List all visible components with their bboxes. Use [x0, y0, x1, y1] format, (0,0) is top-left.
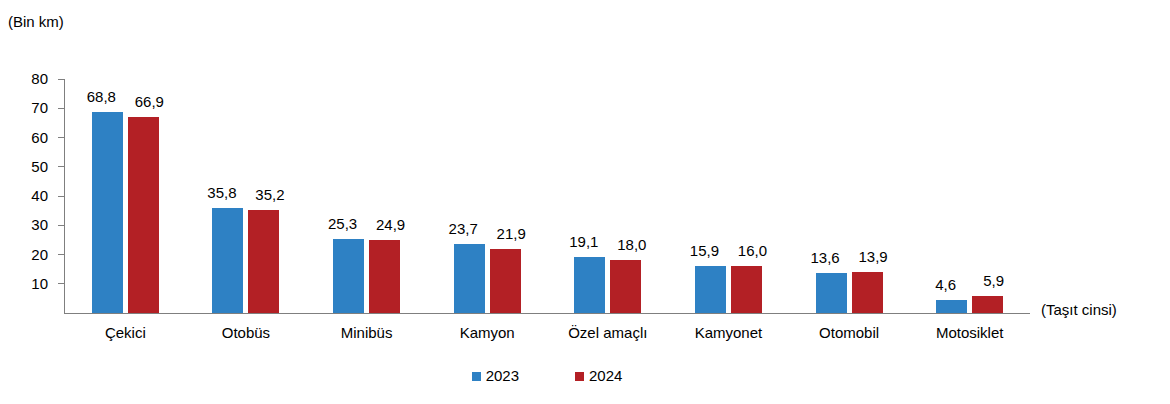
value-label-2024: 18,0: [602, 236, 662, 254]
value-label-2024: 66,9: [119, 93, 179, 111]
legend-label: 2023: [486, 367, 519, 385]
bar-2023: [936, 300, 967, 313]
category-label: Otobüs: [186, 324, 307, 342]
y-tick-label: 40: [0, 187, 48, 205]
y-tick-mark: [58, 108, 65, 109]
category-label: Otomobil: [789, 324, 910, 342]
y-tick-mark: [58, 196, 65, 197]
bar-2024: [490, 249, 521, 313]
legend-label: 2024: [589, 367, 622, 385]
value-label-2024: 13,9: [843, 248, 903, 266]
bar-2023: [454, 244, 485, 313]
y-tick-label: 20: [0, 246, 48, 264]
category-label: Özel amaçlı: [548, 324, 669, 342]
plot-area: 1020304050607080Çekici68,866,9Otobüs35,8…: [0, 0, 1170, 404]
y-tick-mark: [58, 166, 65, 167]
category-label: Motosiklet: [909, 324, 1030, 342]
legend-item-2024: 2024: [575, 367, 622, 385]
y-tick-mark: [58, 79, 65, 80]
x-axis-title: (Taşıt cinsi): [1041, 301, 1117, 319]
y-tick-label: 30: [0, 216, 48, 234]
y-tick-mark: [58, 137, 65, 138]
y-tick-label: 50: [0, 158, 48, 176]
bar-2024: [128, 117, 159, 313]
value-label-2024: 21,9: [481, 225, 541, 243]
bar-2024: [972, 296, 1003, 313]
value-label-2024: 35,2: [240, 186, 300, 204]
bar-2023: [92, 112, 123, 313]
bar-2023: [212, 208, 243, 313]
bar-2023: [695, 266, 726, 313]
value-label-2024: 16,0: [722, 242, 782, 260]
bar-2024: [852, 272, 883, 313]
y-tick-mark: [58, 283, 65, 284]
y-tick-label: 70: [0, 99, 48, 117]
y-tick-label: 80: [0, 70, 48, 88]
bar-2023: [574, 257, 605, 313]
category-label: Kamyon: [427, 324, 548, 342]
bar-2024: [731, 266, 762, 313]
y-tick-mark: [58, 254, 65, 255]
legend-swatch-2023: [472, 372, 481, 381]
chart-root: (Bin km) 1020304050607080Çekici68,866,9O…: [0, 0, 1170, 404]
y-tick-label: 10: [0, 275, 48, 293]
category-label: Çekici: [65, 324, 186, 342]
bar-2024: [610, 260, 641, 313]
value-label-2024: 5,9: [964, 272, 1024, 290]
legend-swatch-2024: [575, 372, 584, 381]
x-axis-line: [64, 313, 1030, 314]
bar-2024: [369, 240, 400, 313]
category-label: Kamyonet: [668, 324, 789, 342]
value-label-2024: 24,9: [361, 216, 421, 234]
y-tick-label: 60: [0, 129, 48, 147]
bar-2023: [333, 239, 364, 313]
bar-2024: [248, 210, 279, 313]
legend-item-2023: 2023: [472, 367, 519, 385]
y-tick-mark: [58, 225, 65, 226]
bar-2023: [816, 273, 847, 313]
legend: 2023 2024: [65, 367, 1029, 385]
category-label: Minibüs: [306, 324, 427, 342]
